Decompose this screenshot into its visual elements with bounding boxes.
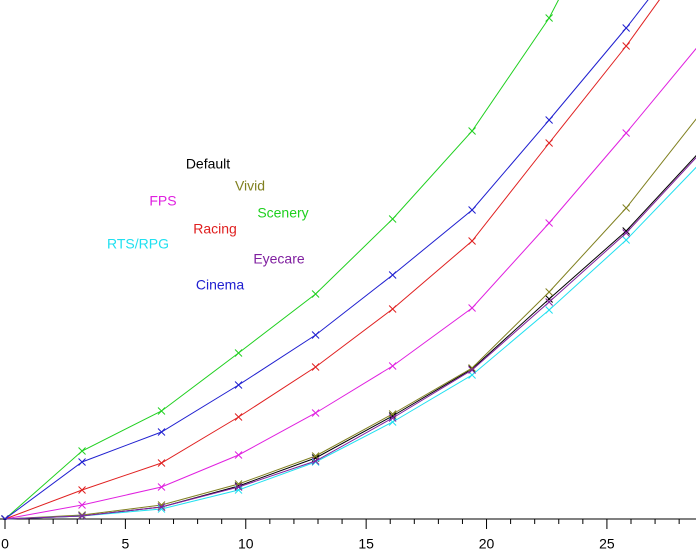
point-marker: [388, 271, 397, 279]
point-marker: [234, 381, 243, 389]
point-marker: [157, 503, 166, 511]
x-tick-label: 5: [121, 536, 129, 551]
point-marker: [388, 412, 397, 420]
x-tick-label: 20: [479, 536, 495, 551]
point-marker: [622, 129, 631, 137]
series-line: [4, 0, 649, 520]
legend-label: Scenery: [257, 205, 308, 221]
point-marker: [468, 366, 476, 374]
point-marker: [545, 288, 553, 296]
point-marker: [234, 349, 243, 357]
point-marker: [311, 290, 320, 298]
point-marker: [545, 116, 553, 124]
legend-label: FPS: [149, 193, 176, 209]
legend-label: Racing: [193, 221, 237, 237]
point-marker: [545, 295, 553, 303]
series-line: [4, 118, 696, 520]
point-marker: [545, 139, 553, 147]
point-marker: [545, 219, 553, 227]
x-tick-label: 10: [238, 536, 254, 551]
legend-label: Cinema: [196, 277, 244, 293]
point-marker: [234, 451, 243, 459]
point-marker: [545, 298, 553, 306]
point-marker: [157, 407, 166, 415]
point-marker: [78, 511, 86, 519]
x-tick-label: 0: [1, 536, 9, 551]
point-marker: [311, 409, 320, 417]
point-marker: [622, 229, 631, 237]
series-line: [4, 166, 696, 520]
point-marker: [311, 363, 320, 371]
point-marker: [388, 215, 397, 223]
legend-label: RTS/RPG: [107, 236, 169, 252]
point-marker: [622, 227, 631, 235]
point-marker: [157, 459, 166, 467]
point-marker: [78, 458, 86, 466]
point-marker: [468, 304, 476, 312]
x-tick-label: 25: [599, 536, 615, 551]
point-marker: [234, 413, 243, 421]
point-marker: [234, 483, 243, 491]
point-marker: [468, 364, 476, 372]
point-marker: [78, 447, 86, 455]
point-marker: [311, 331, 320, 339]
series-line: [4, 0, 560, 520]
point-marker: [468, 237, 476, 245]
point-marker: [311, 457, 320, 465]
point-marker: [78, 501, 86, 509]
plot-area: [1, 0, 696, 520]
point-marker: [78, 512, 86, 520]
series-line: [4, 47, 696, 520]
point-marker: [468, 127, 476, 135]
point-marker: [388, 305, 397, 313]
legend-label: Default: [186, 156, 230, 172]
point-marker: [468, 206, 476, 214]
point-marker: [157, 428, 166, 436]
point-marker: [78, 486, 86, 494]
legend-label: Vivid: [235, 178, 265, 194]
point-marker: [545, 14, 553, 22]
point-marker: [622, 236, 631, 244]
point-marker: [388, 414, 397, 422]
series-line: [4, 157, 696, 520]
point-marker: [622, 204, 631, 212]
series-line: [4, 0, 660, 520]
point-marker: [622, 42, 631, 50]
series-line: [4, 155, 696, 520]
point-marker: [545, 306, 553, 314]
x-tick-label: 15: [358, 536, 374, 551]
point-marker: [622, 24, 631, 32]
legend-label: Eyecare: [253, 251, 305, 267]
point-marker: [388, 362, 397, 370]
point-marker: [157, 483, 166, 491]
